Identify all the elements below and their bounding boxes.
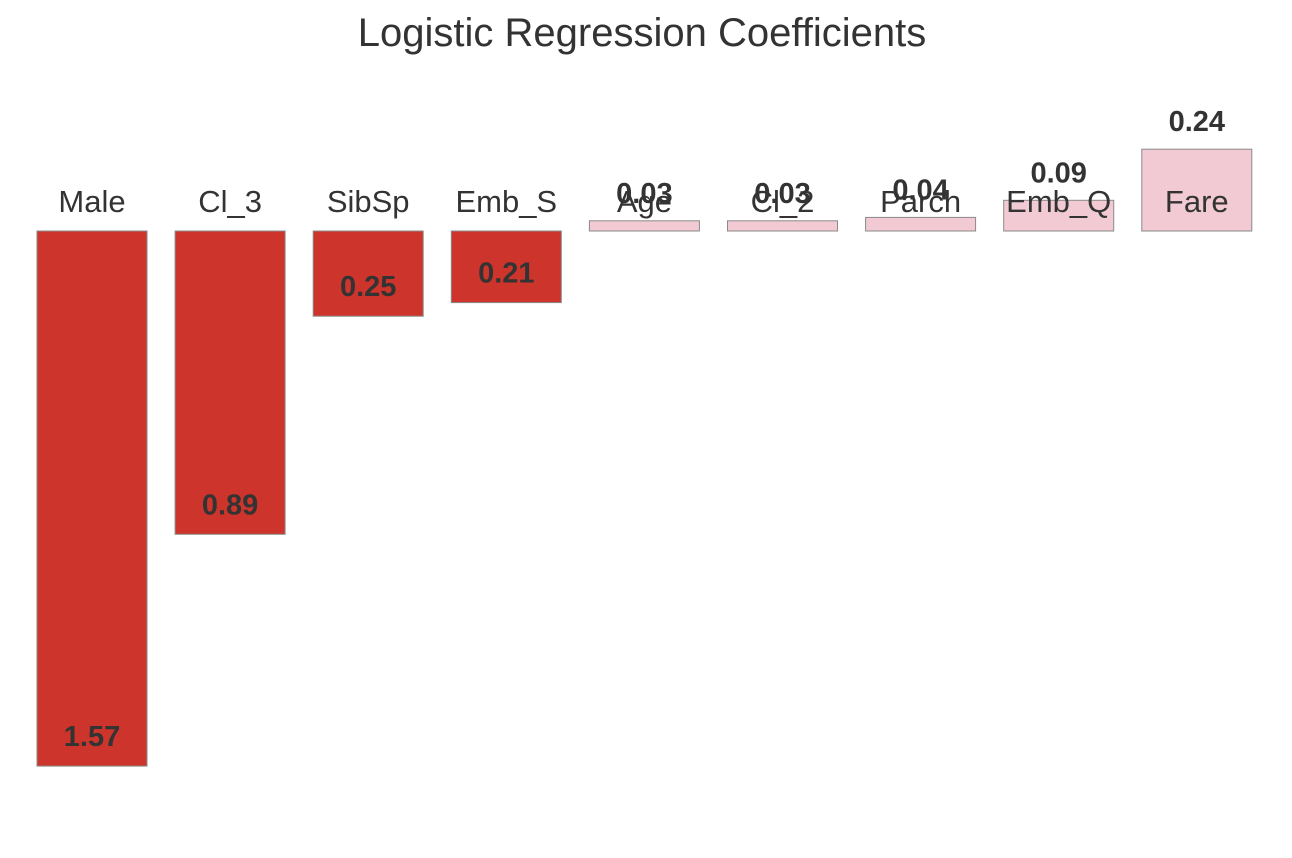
bar-emb-q	[1003, 199, 1115, 232]
bar-sibsp	[312, 230, 424, 317]
category-label-male: Male	[58, 184, 125, 219]
value-label-cl-2: 0.03	[754, 178, 810, 210]
category-label-emb-s: Emb_S	[455, 184, 557, 219]
category-labels: Male Cl_3 SibSp Emb_S Age Cl_2 Parch Emb_Q Fare	[58, 184, 1228, 219]
category-label-parch: Parch	[880, 184, 961, 219]
value-label-emb-s: 0.21	[478, 258, 534, 290]
category-label-sibsp: SibSp	[327, 184, 410, 219]
category-label-cl-2: Cl_2	[751, 184, 815, 219]
category-label-fare: Fare	[1165, 184, 1229, 219]
value-label-emb-q: 0.09	[1030, 157, 1086, 189]
bar-emb-s	[450, 230, 562, 304]
bars-layer	[36, 148, 1253, 767]
bar-age	[588, 220, 700, 232]
value-label-cl-3: 0.89	[202, 489, 258, 521]
value-label-fare: 0.24	[1169, 106, 1225, 138]
value-labels: 1.57 0.89 0.25 0.21 0.03 0.03 0.04 0.09 0.24	[64, 106, 1225, 753]
category-label-cl-3: Cl_3	[198, 184, 262, 219]
value-label-male: 1.57	[64, 721, 120, 753]
bar-parch	[865, 216, 977, 232]
category-label-emb-q: Emb_Q	[1006, 184, 1111, 219]
value-label-age: 0.03	[616, 178, 672, 210]
chart-title: Logistic Regression Coefficients	[358, 11, 926, 55]
value-label-parch: 0.04	[892, 174, 948, 206]
bar-cl-3	[174, 230, 286, 535]
bar-male	[36, 230, 148, 767]
bar-fare	[1141, 148, 1253, 232]
value-label-sibsp: 0.25	[340, 271, 396, 303]
category-label-age: Age	[617, 184, 672, 219]
bar-cl-2	[727, 220, 838, 232]
